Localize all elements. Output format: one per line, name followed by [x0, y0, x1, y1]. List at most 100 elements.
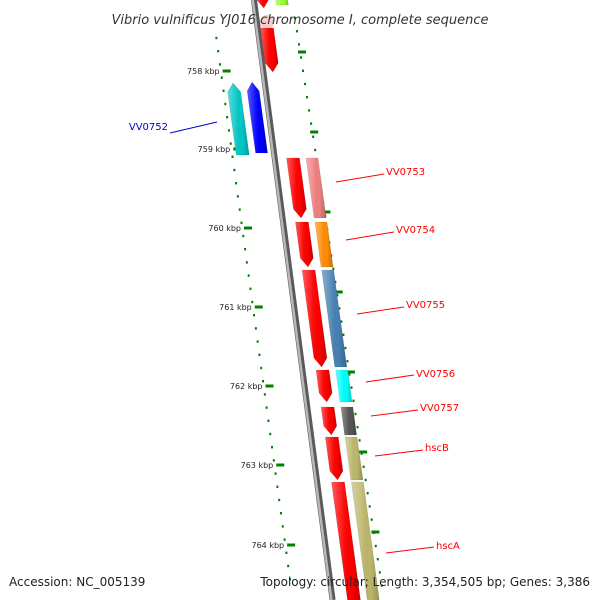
- outer-minor-tick: [346, 360, 349, 363]
- gene-arrow-vv0755: [321, 269, 348, 368]
- outer-minor-tick: [338, 307, 341, 310]
- outer-major-tick: [371, 530, 380, 534]
- minor-tick: [238, 208, 241, 211]
- minor-tick: [278, 498, 281, 502]
- outer-minor-tick: [366, 492, 369, 495]
- minor-tick: [288, 578, 291, 581]
- outer-minor-tick: [348, 373, 351, 376]
- outer-minor-tick: [304, 82, 307, 86]
- tick-label: 761 kbp: [219, 303, 252, 312]
- outer-minor-tick: [302, 69, 305, 72]
- gene-group: [227, 0, 380, 600]
- topology-label: Topology: circular; Length: 3,354,505 bp…: [259, 575, 590, 589]
- minor-tick: [262, 380, 265, 383]
- gene-label-vv0755[interactable]: VV0755: [406, 300, 445, 311]
- outer-major-tick: [346, 370, 355, 374]
- leader-line-hscb: [374, 449, 424, 457]
- tick-label: 758 kbp: [187, 67, 220, 76]
- minor-tick: [267, 419, 270, 422]
- outer-minor-tick: [364, 478, 367, 482]
- leader-line-vv0755: [356, 306, 405, 315]
- minor-tick: [281, 525, 284, 528]
- major-tick: [254, 305, 263, 309]
- gene-arrow-red-4: [315, 369, 333, 403]
- minor-tick: [240, 221, 243, 224]
- minor-tick: [274, 472, 277, 475]
- gene-arrow-vv0752-blue: [246, 81, 268, 154]
- major-tick: [244, 226, 253, 230]
- gene-arrow-red-5-shade: [321, 407, 337, 435]
- outer-minor-tick: [370, 518, 373, 521]
- major-tick: [265, 384, 274, 388]
- gene-label-hsca[interactable]: hscA: [436, 541, 460, 552]
- outer-minor-tick: [368, 505, 371, 508]
- gene-arrow-red-6: [324, 436, 344, 481]
- minor-tick: [224, 102, 227, 106]
- gene-label-vv0757[interactable]: VV0757: [420, 403, 459, 414]
- gene-arrow-red-0-shade: [260, 28, 279, 72]
- gene-arrow-top-pink: [260, 15, 274, 29]
- outer-minor-tick: [376, 558, 379, 561]
- minor-tick: [263, 393, 266, 396]
- minor-tick: [222, 89, 225, 92]
- tick-group: 758 kbp 759 kbp 760 kbp 761 kbp 762 kbp 763 k…: [187, 16, 383, 587]
- outer-minor-tick: [314, 148, 317, 152]
- outer-major-tick: [359, 450, 368, 454]
- gene-arrow-red-2-shade: [295, 222, 314, 267]
- outer-minor-tick: [350, 386, 353, 389]
- major-tick: [276, 463, 285, 467]
- minor-tick: [227, 129, 230, 132]
- outer-major-tick: [334, 290, 343, 294]
- gene-arrow-vv0753-shade: [306, 158, 327, 218]
- gene-arrow-vv0753: [305, 157, 327, 219]
- gene-label-vv0754[interactable]: VV0754: [396, 225, 435, 236]
- outer-minor-tick: [310, 122, 313, 125]
- leader-line-hsca: [385, 546, 435, 554]
- leader-line-vv0756: [365, 374, 415, 383]
- gene-arrow-top-red: [256, 0, 269, 9]
- tick-label: 764 kbp: [252, 541, 285, 550]
- gene-label-vv0752[interactable]: VV0752: [129, 122, 168, 133]
- gene-arrow-vv0756: [335, 369, 353, 403]
- gene-arrow-red-5: [320, 406, 338, 436]
- minor-tick: [226, 116, 229, 119]
- outer-minor-tick: [374, 544, 377, 548]
- tick-label: 763 kbp: [241, 461, 274, 470]
- map-title: Vibrio vulnificus YJ016 chromosome I, co…: [111, 13, 488, 28]
- outer-minor-tick: [300, 56, 303, 59]
- outer-minor-tick: [295, 30, 298, 33]
- outer-minor-tick: [356, 426, 359, 429]
- outer-minor-tick: [352, 399, 355, 402]
- label-group: VV0752 VV0753 VV0754 VV0755 VV0756 VV0757 hscB…: [129, 121, 460, 554]
- gene-label-vv0756[interactable]: VV0756: [416, 369, 455, 380]
- outer-minor-tick: [306, 96, 309, 99]
- minor-tick: [242, 234, 245, 238]
- gene-arrow-red-7-shade: [331, 482, 361, 600]
- gene-arrow-hscb-shade: [345, 437, 363, 480]
- minor-tick: [244, 248, 247, 251]
- gene-arrow-vv0752-blue-shade: [247, 82, 268, 153]
- gene-arrow-red-3: [301, 269, 328, 368]
- minor-tick: [218, 63, 221, 66]
- gene-label-vv0753[interactable]: VV0753: [386, 167, 425, 178]
- major-tick: [222, 69, 231, 73]
- gene-arrow-vv0752-cyan: [227, 82, 250, 156]
- tick-label: 762 kbp: [230, 382, 263, 391]
- leader-line-vv0757: [370, 409, 419, 417]
- outer-minor-tick: [344, 346, 347, 350]
- gene-arrow-red-0: [260, 27, 279, 73]
- gene-arrow-vv0754: [314, 221, 334, 268]
- outer-major-tick: [310, 130, 319, 134]
- minor-tick: [279, 512, 282, 515]
- minor-tick: [220, 76, 223, 79]
- gene-arrow-top-green-shade: [275, 0, 289, 5]
- gene-label-hscb[interactable]: hscB: [425, 443, 449, 454]
- outer-minor-tick: [362, 465, 365, 468]
- gene-arrow-vv0756-shade: [335, 370, 352, 402]
- minor-tick: [256, 340, 259, 343]
- minor-tick: [253, 314, 256, 317]
- outer-minor-tick: [334, 280, 337, 284]
- minor-tick: [260, 366, 263, 370]
- minor-tick: [265, 406, 268, 409]
- gene-arrow-hscb: [344, 436, 364, 481]
